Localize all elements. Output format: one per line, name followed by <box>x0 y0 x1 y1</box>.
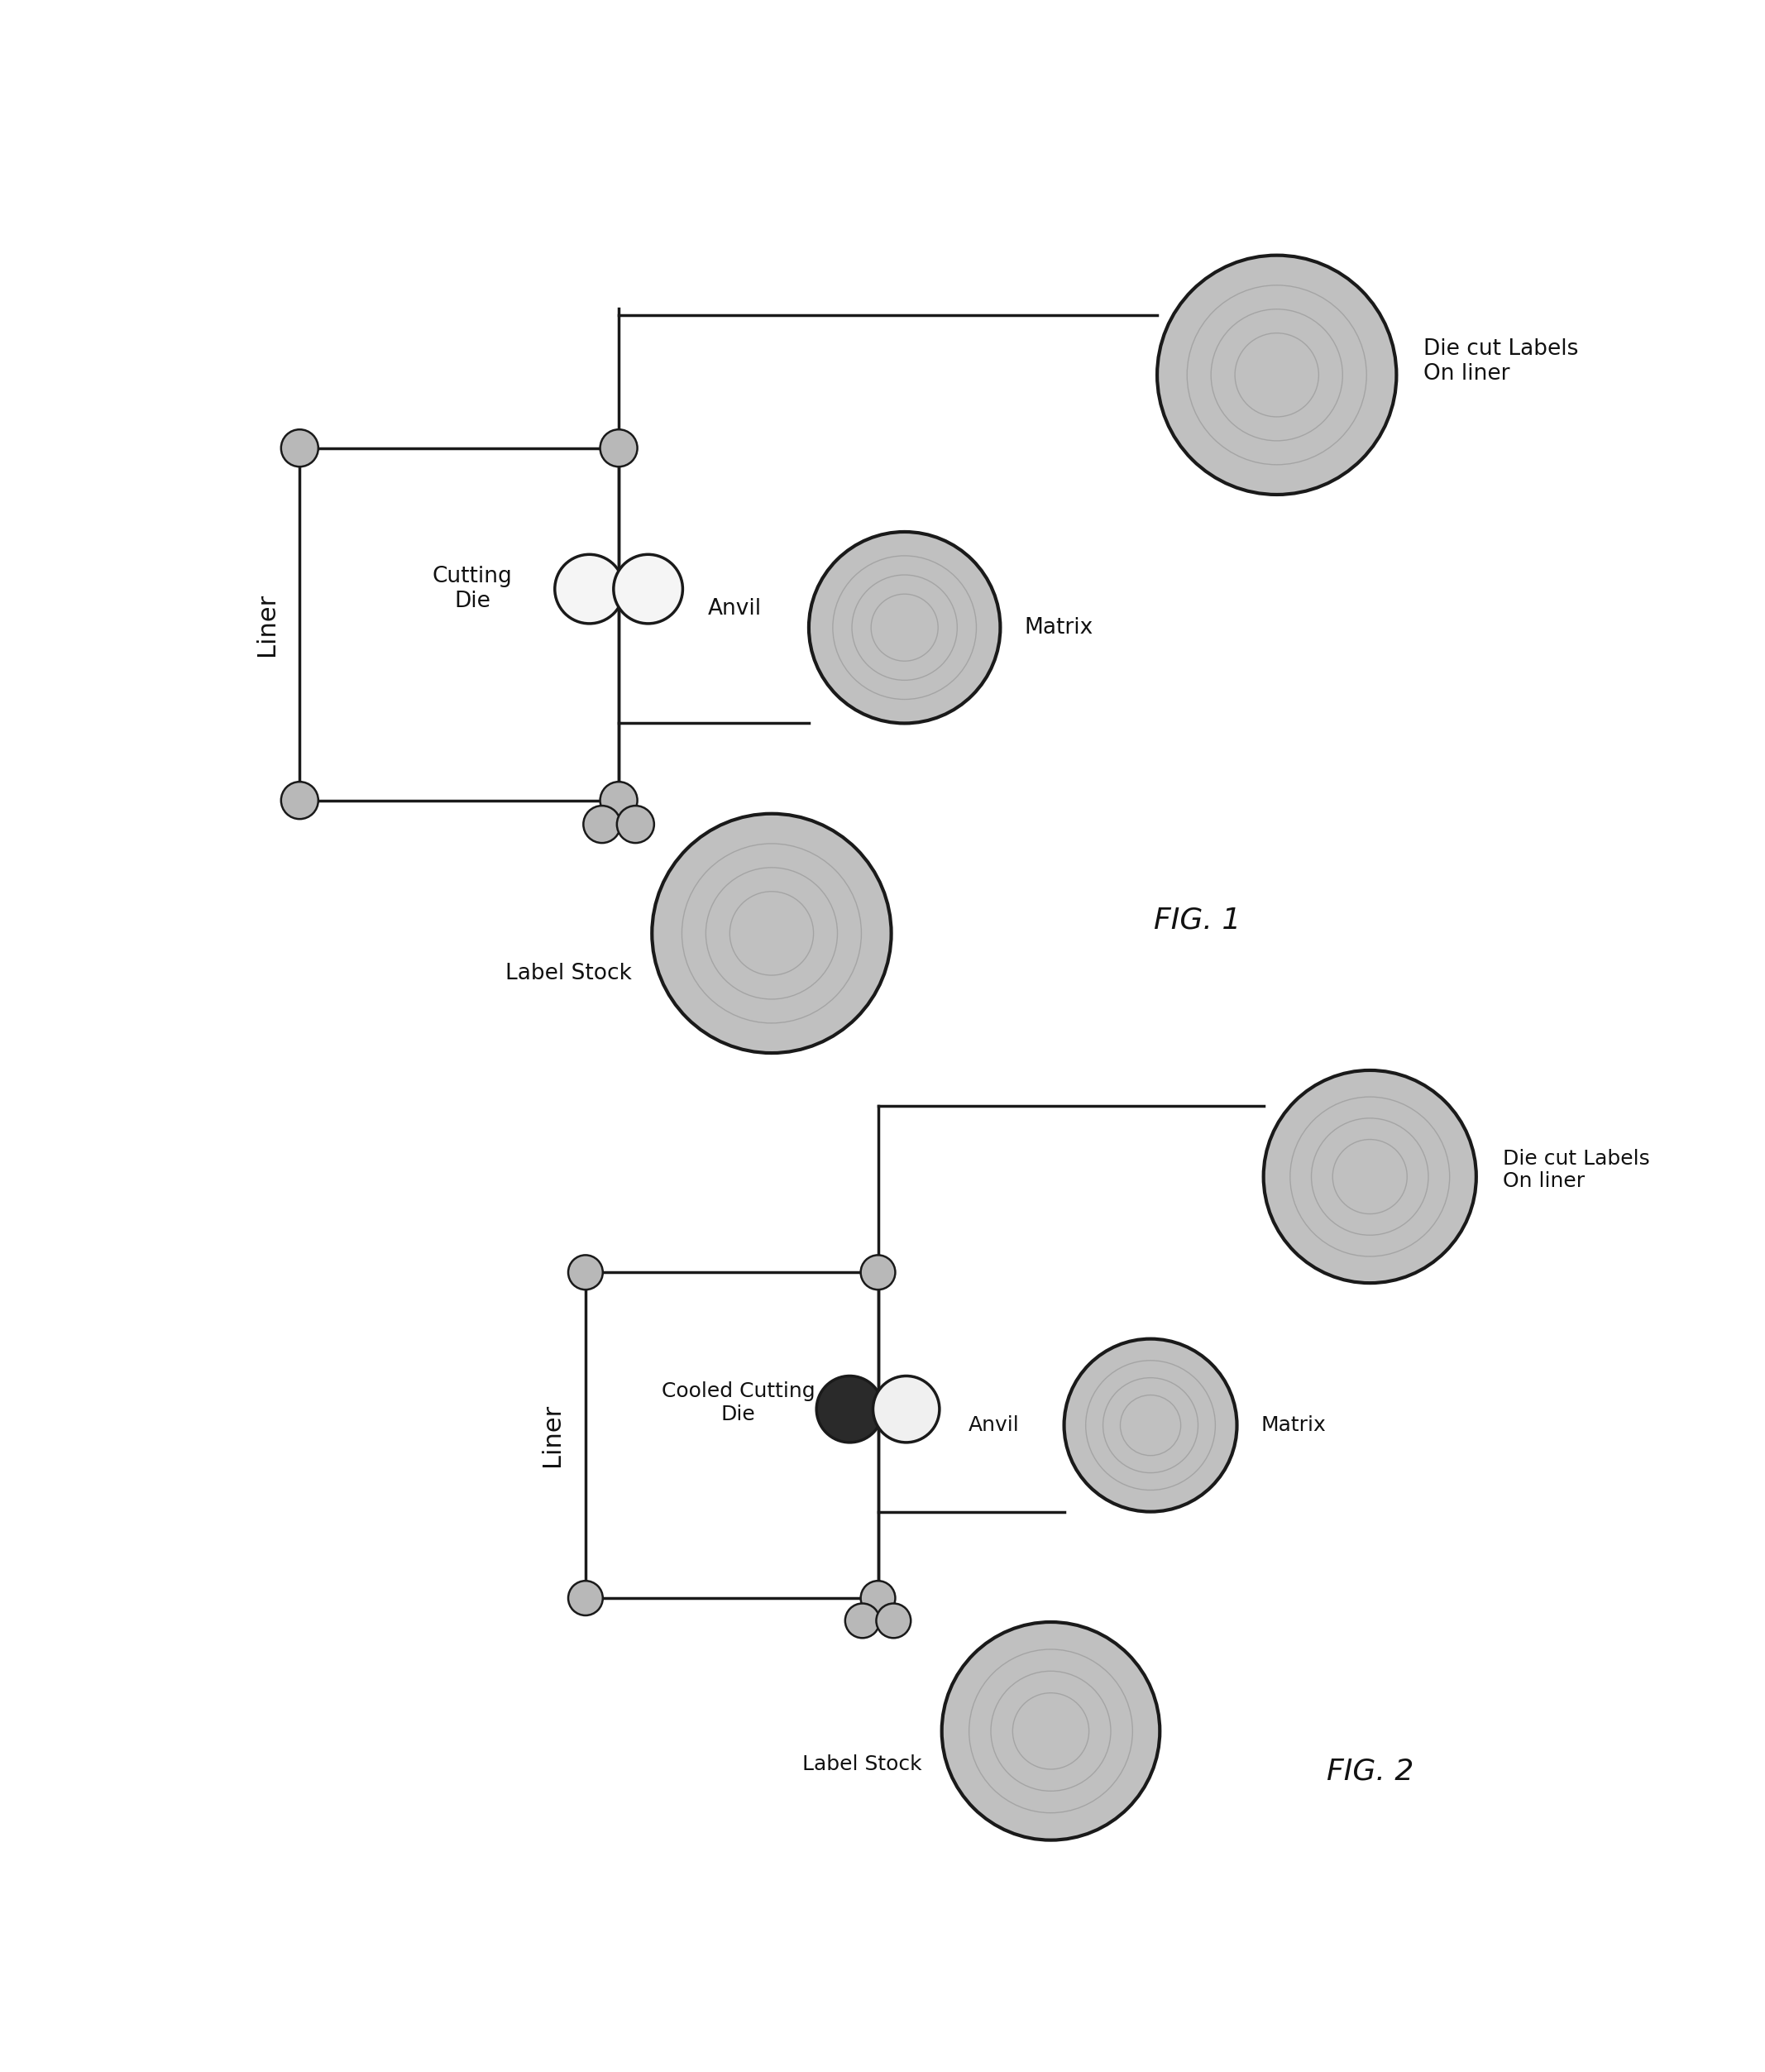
Circle shape <box>600 429 637 466</box>
Text: FIG. 1: FIG. 1 <box>1154 905 1241 934</box>
Circle shape <box>1103 1378 1198 1473</box>
Circle shape <box>729 891 814 976</box>
Circle shape <box>1013 1693 1089 1769</box>
Circle shape <box>943 1622 1160 1840</box>
Text: Label Stock: Label Stock <box>803 1755 921 1774</box>
Text: Die cut Labels
On liner: Die cut Labels On liner <box>1423 338 1578 385</box>
Circle shape <box>1188 286 1366 464</box>
Circle shape <box>1121 1394 1181 1455</box>
Bar <box>586 1272 877 1598</box>
Circle shape <box>1311 1119 1428 1235</box>
Circle shape <box>568 1256 604 1289</box>
Text: Liner: Liner <box>254 593 279 655</box>
Circle shape <box>584 806 621 843</box>
Circle shape <box>1158 255 1396 495</box>
Circle shape <box>614 555 683 624</box>
Circle shape <box>861 1256 895 1289</box>
Circle shape <box>874 1376 939 1442</box>
Circle shape <box>554 555 623 624</box>
Circle shape <box>852 574 957 680</box>
Circle shape <box>600 781 637 818</box>
Text: Matrix: Matrix <box>1260 1415 1326 1436</box>
Circle shape <box>969 1649 1133 1813</box>
Circle shape <box>568 1581 604 1616</box>
Circle shape <box>875 1604 911 1639</box>
Circle shape <box>808 533 1001 723</box>
Bar <box>300 448 620 800</box>
Circle shape <box>861 1581 895 1616</box>
Text: Cooled Cutting
Die: Cooled Cutting Die <box>662 1382 815 1423</box>
Circle shape <box>281 781 318 818</box>
Text: Cutting
Die: Cutting Die <box>432 566 512 611</box>
Circle shape <box>1211 309 1343 441</box>
Circle shape <box>1264 1071 1476 1283</box>
Circle shape <box>1236 334 1318 416</box>
Circle shape <box>1064 1339 1237 1513</box>
Text: Label Stock: Label Stock <box>505 963 632 984</box>
Circle shape <box>1290 1096 1449 1256</box>
Circle shape <box>817 1376 882 1442</box>
Text: Matrix: Matrix <box>1024 617 1093 638</box>
Circle shape <box>845 1604 879 1639</box>
Circle shape <box>651 814 891 1053</box>
Circle shape <box>681 843 861 1024</box>
Circle shape <box>872 595 937 661</box>
Circle shape <box>1333 1140 1407 1214</box>
Circle shape <box>833 555 976 700</box>
Text: Anvil: Anvil <box>969 1415 1020 1436</box>
Circle shape <box>618 806 655 843</box>
Circle shape <box>1085 1361 1216 1490</box>
Text: FIG. 2: FIG. 2 <box>1326 1757 1414 1784</box>
Text: Liner: Liner <box>540 1403 565 1467</box>
Text: Die cut Labels
On liner: Die cut Labels On liner <box>1502 1148 1650 1191</box>
Text: Anvil: Anvil <box>708 599 762 620</box>
Circle shape <box>990 1672 1110 1790</box>
Circle shape <box>706 868 837 999</box>
Circle shape <box>281 429 318 466</box>
